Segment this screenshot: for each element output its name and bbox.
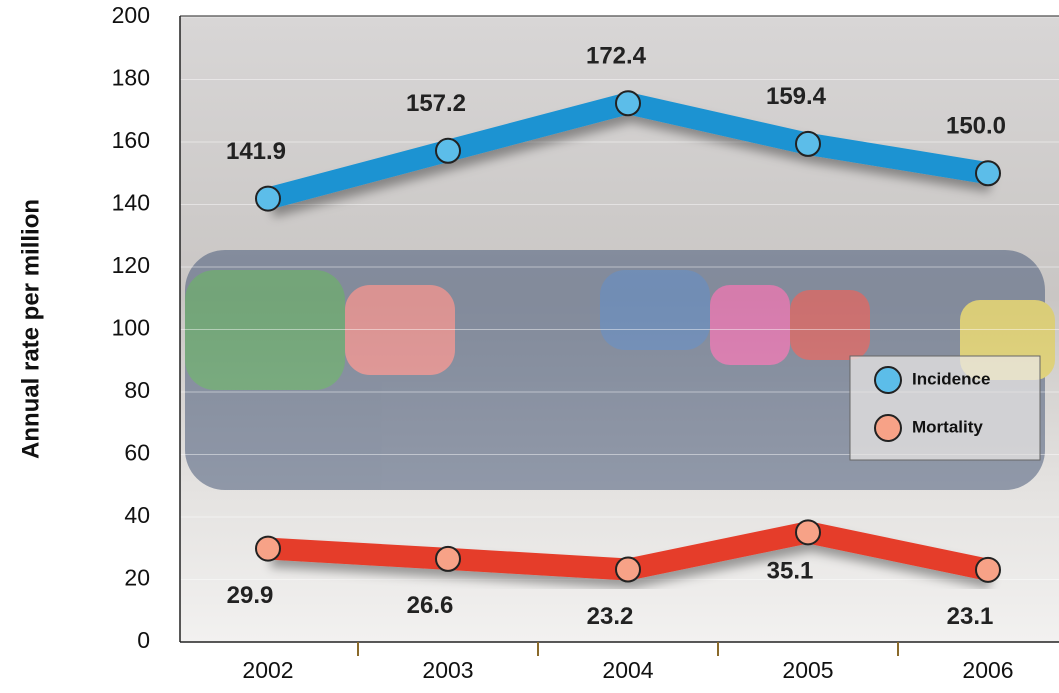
x-tick-label: 2004 — [602, 657, 653, 683]
y-tick-label: 60 — [124, 440, 150, 466]
x-tick-label: 2002 — [242, 657, 293, 683]
marker — [436, 547, 460, 571]
value-label: 29.9 — [227, 582, 274, 609]
value-label: 23.1 — [947, 603, 994, 630]
y-tick-label: 0 — [137, 627, 150, 653]
legend-marker — [875, 415, 901, 441]
legend-label: Mortality — [912, 417, 983, 436]
x-tick-label: 2005 — [782, 657, 833, 683]
y-tick-label: 20 — [124, 565, 150, 591]
chart: Annual rate per million Incidence Mortali… — [0, 0, 1059, 688]
value-label: 35.1 — [767, 558, 814, 585]
y-tick-label: 120 — [112, 252, 150, 278]
x-tick-label: 2003 — [422, 657, 473, 683]
x-dividers — [358, 642, 898, 656]
value-label: 150.0 — [946, 113, 1006, 140]
y-tick-label: 100 — [112, 315, 150, 341]
y-tick-label: 160 — [112, 127, 150, 153]
value-label: 172.4 — [586, 43, 647, 70]
legend-label: Incidence — [912, 369, 990, 388]
y-tick-label: 140 — [112, 190, 150, 216]
marker — [616, 91, 640, 115]
marker — [256, 187, 280, 211]
y-tick-label: 40 — [124, 502, 150, 528]
marker — [436, 139, 460, 163]
page: {"chart_data": {"type": "line", "y_label… — [0, 0, 1059, 688]
marker — [616, 558, 640, 582]
value-label: 159.4 — [766, 83, 827, 110]
legend-marker — [875, 367, 901, 393]
value-label: 23.2 — [587, 603, 634, 630]
marker — [256, 537, 280, 561]
y-tick-label: 180 — [112, 65, 150, 91]
y-tick-label: 80 — [124, 377, 150, 403]
marker — [976, 558, 1000, 582]
legend: Incidence Mortality — [850, 356, 1040, 460]
value-label: 141.9 — [226, 138, 286, 165]
x-tick-label: 2006 — [962, 657, 1013, 683]
marker — [976, 161, 1000, 185]
y-tick-label: 200 — [112, 2, 150, 28]
value-label: 26.6 — [407, 592, 454, 619]
value-label: 157.2 — [406, 90, 466, 117]
marker — [796, 520, 820, 544]
marker — [796, 132, 820, 156]
y-axis-label: Annual rate per million — [17, 199, 44, 459]
